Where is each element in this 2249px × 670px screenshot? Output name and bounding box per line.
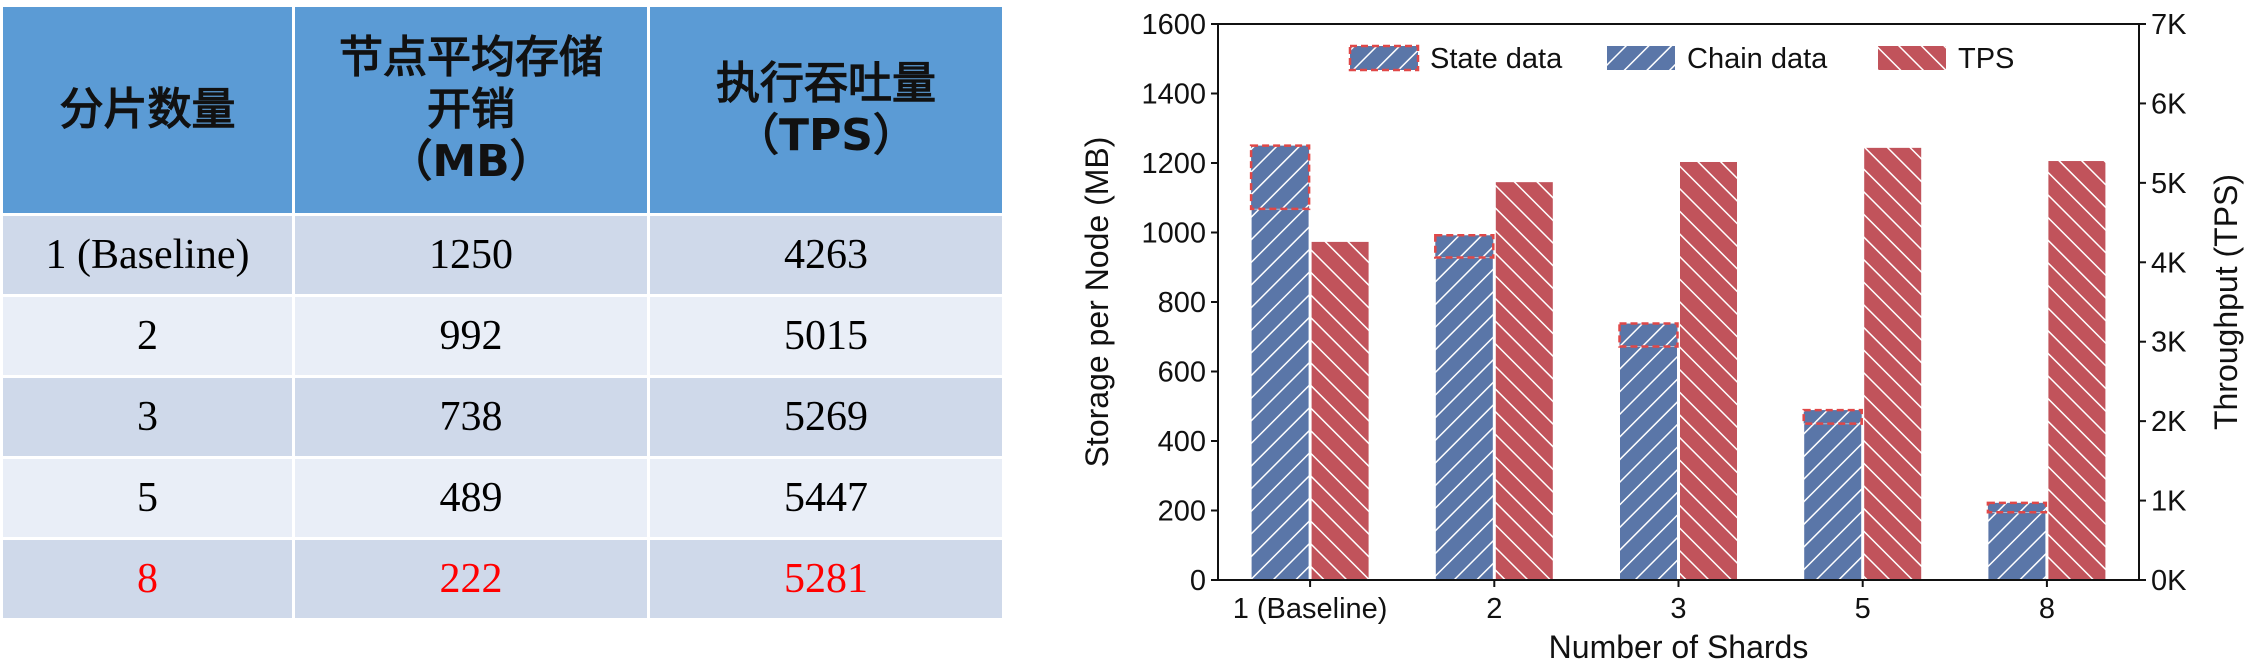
cell-tps: 4263 — [647, 213, 1005, 297]
bar-tps — [1679, 160, 1738, 581]
y-tick-label: 800 — [1158, 287, 1206, 319]
cell-tps: 5447 — [647, 456, 1005, 540]
table-header-row: 分片数量 节点平均存储 开销 （MB） 执行吞吐量 （TPS） — [0, 4, 1005, 216]
header-line: （MB） — [388, 135, 554, 187]
header-line: 分片数量 — [59, 84, 236, 136]
cell-storage: 489 — [292, 456, 650, 540]
y2-tick-label: 2K — [2151, 406, 2187, 438]
x-tick-label: 5 — [1855, 593, 1871, 625]
results-table: 分片数量 节点平均存储 开销 （MB） 执行吞吐量 （TPS） 1 (Basel… — [0, 4, 1005, 621]
table-row: 3 738 5269 — [0, 375, 1005, 459]
y-tick-label: 1600 — [1141, 9, 1206, 41]
y2-tick-label: 7K — [2151, 9, 2187, 41]
cell-storage: 738 — [292, 375, 650, 459]
storage-throughput-chart: 1 (Baseline) 2 3 5 8 0 200 400 600 800 1000 1200 140… — [1079, 9, 2244, 665]
legend-label: State data — [1430, 43, 1563, 75]
bar-state-data — [1249, 144, 1311, 211]
y-tick-label: 1400 — [1141, 79, 1206, 111]
x-tick-label: 1 (Baseline) — [1233, 593, 1388, 625]
table-row: 1 (Baseline) 1250 4263 — [0, 213, 1005, 297]
cell-shards: 5 — [0, 456, 295, 540]
table-row: 5 489 5447 — [0, 456, 1005, 540]
y-tick-label: 1200 — [1141, 148, 1206, 180]
header-line: 执行吞吐量 — [716, 58, 936, 110]
y-tick-label: 400 — [1158, 426, 1206, 458]
results-table-container: 分片数量 节点平均存储 开销 （MB） 执行吞吐量 （TPS） 1 (Basel… — [0, 4, 1005, 621]
y2-tick-label: 0K — [2151, 565, 2187, 597]
legend-swatch — [1607, 46, 1675, 70]
bar-state-data — [1434, 234, 1495, 259]
bar-state-data — [1618, 322, 1679, 348]
header-storage-overhead: 节点平均存储 开销 （MB） — [292, 4, 650, 216]
y2-tick-label: 5K — [2151, 168, 2187, 200]
cell-storage: 992 — [292, 294, 650, 378]
cell-shards: 8 — [0, 537, 295, 621]
header-line: 开销 — [427, 84, 515, 136]
bar-chain-data — [1803, 423, 1863, 581]
table-row-highlighted: 8 222 5281 — [0, 537, 1005, 621]
y2-axis-label: Throughput (TPS) — [2208, 174, 2244, 430]
cell-tps: 5281 — [647, 537, 1005, 621]
bar-tps — [1494, 181, 1554, 581]
cell-shards: 3 — [0, 375, 295, 459]
x-tick-label: 3 — [1670, 593, 1686, 625]
header-shard-count: 分片数量 — [0, 4, 295, 216]
cell-storage: 222 — [292, 537, 650, 621]
x-tick-label: 8 — [2039, 593, 2055, 625]
cell-storage: 1250 — [292, 213, 650, 297]
bar-chain-data — [1434, 257, 1494, 581]
cell-shards: 1 (Baseline) — [0, 213, 295, 297]
header-throughput: 执行吞吐量 （TPS） — [647, 4, 1005, 216]
y-axis-label: Storage per Node (MB) — [1079, 137, 1115, 468]
bar-tps — [2047, 160, 2107, 581]
y2-tick-label: 6K — [2151, 88, 2187, 120]
y-tick-label: 1000 — [1141, 218, 1206, 250]
bar-chain-data — [1619, 345, 1678, 581]
y-tick-label: 0 — [1190, 565, 1206, 597]
cell-tps: 5015 — [647, 294, 1005, 378]
bar-state-data — [1802, 408, 1863, 425]
x-axis-label: Number of Shards — [1549, 629, 1809, 665]
cell-tps: 5269 — [647, 375, 1005, 459]
bar-chain-data — [1250, 208, 1310, 581]
legend-swatch — [1348, 44, 1420, 72]
x-tick-label: 2 — [1486, 593, 1502, 625]
bar-tps — [1310, 240, 1370, 581]
y2-tick-label: 1K — [2151, 486, 2187, 518]
table-row: 2 992 5015 — [0, 294, 1005, 378]
y-tick-label: 600 — [1158, 357, 1206, 389]
header-line: （TPS） — [735, 110, 917, 161]
bar-chain-data — [1987, 511, 2047, 581]
legend-swatch — [1878, 46, 1946, 70]
legend-label: Chain data — [1687, 43, 1828, 75]
bar-state-data — [1986, 501, 2048, 514]
y2-tick-label: 4K — [2151, 247, 2187, 279]
bar-tps — [1863, 146, 1923, 581]
y2-tick-label: 3K — [2151, 327, 2187, 359]
y-tick-label: 200 — [1158, 496, 1206, 528]
legend-label: TPS — [1958, 43, 2014, 75]
header-line: 节点平均存储 — [339, 32, 603, 84]
cell-shards: 2 — [0, 294, 295, 378]
